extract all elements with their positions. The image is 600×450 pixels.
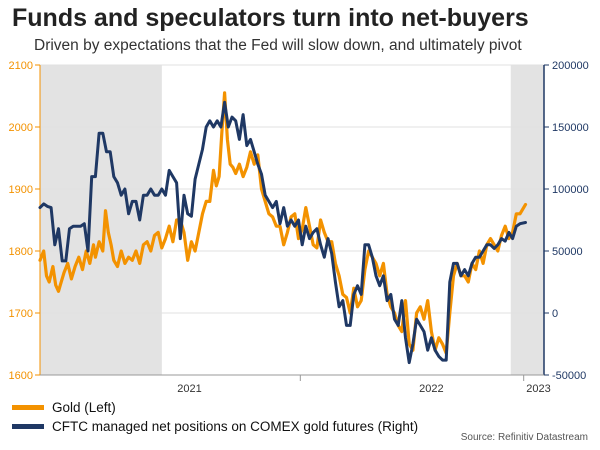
- left-tick-label: 1800: [9, 246, 33, 258]
- right-tick-label: 0: [552, 308, 558, 320]
- left-tick-label: 2100: [9, 60, 33, 72]
- right-tick-label: -50000: [552, 370, 586, 382]
- gold-price-line: [38, 91, 528, 355]
- right-tick-label: 200000: [552, 60, 589, 72]
- cftc-positions-line: [38, 100, 527, 365]
- right-tick-label: 150000: [552, 122, 589, 134]
- left-tick-label: 1600: [9, 370, 33, 382]
- legend-label-cftc: CFTC managed net positions on COMEX gold…: [52, 419, 419, 434]
- legend: Gold (Left) CFTC managed net positions o…: [12, 398, 418, 436]
- x-tick-label: 2022: [419, 383, 443, 395]
- left-tick-label: 1900: [9, 184, 33, 196]
- right-tick-label: 100000: [552, 184, 589, 196]
- right-tick-label: 50000: [552, 246, 583, 258]
- legend-swatch-cftc: [12, 424, 44, 429]
- source-note: Source: Refinitiv Datastream: [460, 432, 588, 443]
- x-tick-label: 2023: [526, 383, 550, 395]
- legend-swatch-gold: [12, 405, 44, 410]
- chart-subtitle: Driven by expectations that the Fed will…: [34, 37, 522, 54]
- shaded-period-0: [40, 65, 162, 375]
- x-tick-label: 2021: [177, 383, 201, 395]
- chart-title: Funds and speculators turn into net-buye…: [12, 4, 529, 32]
- left-tick-label: 2000: [9, 122, 33, 134]
- legend-item-cftc: CFTC managed net positions on COMEX gold…: [12, 417, 418, 436]
- left-tick-label: 1700: [9, 308, 33, 320]
- legend-item-gold: Gold (Left): [12, 398, 418, 417]
- legend-label-gold: Gold (Left): [52, 400, 116, 415]
